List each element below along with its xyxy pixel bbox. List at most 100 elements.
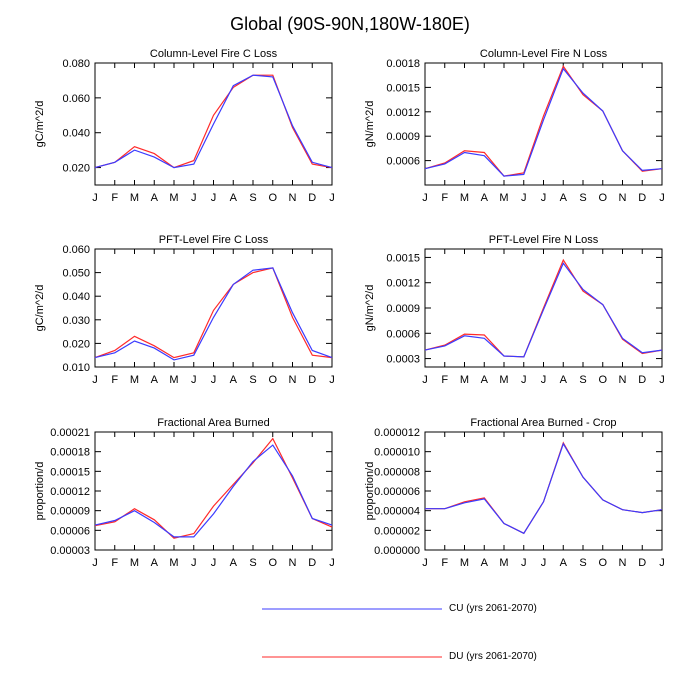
series-line-du: [425, 441, 663, 535]
y-tick-label: 0.020: [62, 163, 90, 175]
y-tick-label: 0.040: [62, 291, 90, 303]
x-tick-label: N: [619, 374, 627, 386]
y-tick-label: 0.00006: [50, 525, 90, 537]
x-tick-label: J: [211, 374, 217, 386]
x-tick-label: N: [619, 557, 627, 569]
x-tick-label: D: [308, 192, 316, 204]
y-tick-label: 0.0009: [386, 303, 420, 315]
x-tick-label: J: [521, 374, 527, 386]
x-tick-label: N: [289, 192, 297, 204]
x-tick-label: N: [619, 192, 627, 204]
series-line-du: [424, 258, 663, 358]
x-tick-label: A: [230, 192, 238, 204]
plot-frame: [94, 248, 333, 368]
series-line-du: [94, 267, 333, 359]
plot-frame: [94, 431, 333, 551]
y-axis-label: proportion/d: [364, 462, 376, 521]
x-tick-label: O: [268, 374, 277, 386]
x-tick-label: J: [329, 192, 335, 204]
x-tick-label: J: [92, 557, 98, 569]
x-tick-label: O: [598, 557, 607, 569]
panel-title: PFT-Level Fire C Loss: [159, 234, 269, 246]
x-tick-label: D: [308, 374, 316, 386]
x-tick-label: M: [169, 192, 178, 204]
x-tick-label: M: [460, 374, 469, 386]
x-tick-label: A: [560, 192, 568, 204]
y-tick-label: 0.060: [62, 244, 90, 256]
y-tick-label: 0.010: [62, 362, 90, 374]
x-tick-label: F: [441, 557, 448, 569]
x-tick-label: A: [560, 374, 568, 386]
y-tick-label: 0.0018: [386, 58, 420, 70]
y-tick-label: 0.0009: [386, 131, 420, 143]
series-line-cu: [425, 442, 663, 535]
x-tick-label: N: [289, 557, 297, 569]
x-tick-label: J: [422, 557, 428, 569]
y-axis-label: proportion/d: [34, 462, 46, 521]
x-tick-label: F: [441, 374, 448, 386]
y-tick-label: 0.020: [62, 338, 90, 350]
x-tick-label: J: [422, 374, 428, 386]
x-tick-label: F: [111, 374, 118, 386]
x-tick-label: J: [92, 192, 98, 204]
x-tick-label: M: [499, 557, 508, 569]
x-tick-label: J: [521, 192, 527, 204]
y-tick-label: 0.000004: [374, 506, 420, 518]
x-tick-label: A: [481, 374, 489, 386]
x-tick-label: M: [169, 374, 178, 386]
x-tick-label: S: [249, 374, 256, 386]
y-tick-label: 0.000012: [374, 427, 420, 439]
x-tick-label: J: [541, 557, 547, 569]
x-tick-label: J: [659, 557, 665, 569]
x-tick-label: M: [130, 557, 139, 569]
x-tick-label: A: [151, 557, 159, 569]
y-tick-label: 0.060: [62, 93, 90, 105]
y-tick-label: 0.00009: [50, 506, 90, 518]
x-tick-label: J: [191, 374, 197, 386]
x-tick-label: J: [541, 374, 547, 386]
y-tick-label: 0.0015: [386, 82, 420, 94]
y-tick-label: 0.0003: [386, 354, 420, 366]
x-tick-label: M: [460, 192, 469, 204]
x-tick-label: D: [638, 192, 646, 204]
y-tick-label: 0.0006: [386, 328, 420, 340]
x-tick-label: J: [329, 374, 335, 386]
x-tick-label: O: [598, 192, 607, 204]
x-tick-label: M: [460, 557, 469, 569]
y-tick-label: 0.0012: [386, 278, 420, 290]
x-tick-label: S: [579, 557, 586, 569]
x-tick-label: S: [579, 192, 586, 204]
x-tick-label: A: [481, 557, 489, 569]
x-tick-label: D: [308, 557, 316, 569]
y-tick-label: 0.00015: [50, 466, 90, 478]
series-line-cu: [94, 74, 333, 169]
x-tick-label: A: [151, 192, 159, 204]
plot-frame: [424, 62, 663, 186]
series-line-cu: [94, 444, 333, 538]
y-tick-label: 0.00021: [50, 427, 90, 439]
y-tick-label: 0.0006: [386, 156, 420, 168]
series-line-du: [94, 74, 333, 169]
legend-label-cu: CU (yrs 2061-2070): [449, 603, 537, 614]
series-line-cu: [424, 262, 663, 358]
x-tick-label: O: [268, 557, 277, 569]
panel-title: PFT-Level Fire N Loss: [489, 234, 599, 246]
x-tick-label: O: [268, 192, 277, 204]
panel-title: Fractional Area Burned: [157, 417, 270, 429]
y-tick-label: 0.000002: [374, 525, 420, 537]
y-axis-label: gN/m^2/d: [364, 285, 376, 332]
figure-title: Global (90S-90N,180W-180E): [230, 14, 470, 34]
y-tick-label: 0.080: [62, 58, 90, 70]
y-tick-label: 0.00003: [50, 545, 90, 557]
y-axis-label: gC/m^2/d: [34, 285, 46, 332]
y-tick-label: 0.0012: [386, 107, 420, 119]
series-line-cu: [94, 267, 333, 361]
panel-title: Column-Level Fire N Loss: [480, 48, 608, 60]
x-tick-label: A: [230, 557, 238, 569]
x-tick-label: J: [329, 557, 335, 569]
x-tick-label: J: [422, 192, 428, 204]
x-tick-label: J: [191, 557, 197, 569]
x-tick-label: O: [598, 374, 607, 386]
x-tick-label: D: [638, 374, 646, 386]
